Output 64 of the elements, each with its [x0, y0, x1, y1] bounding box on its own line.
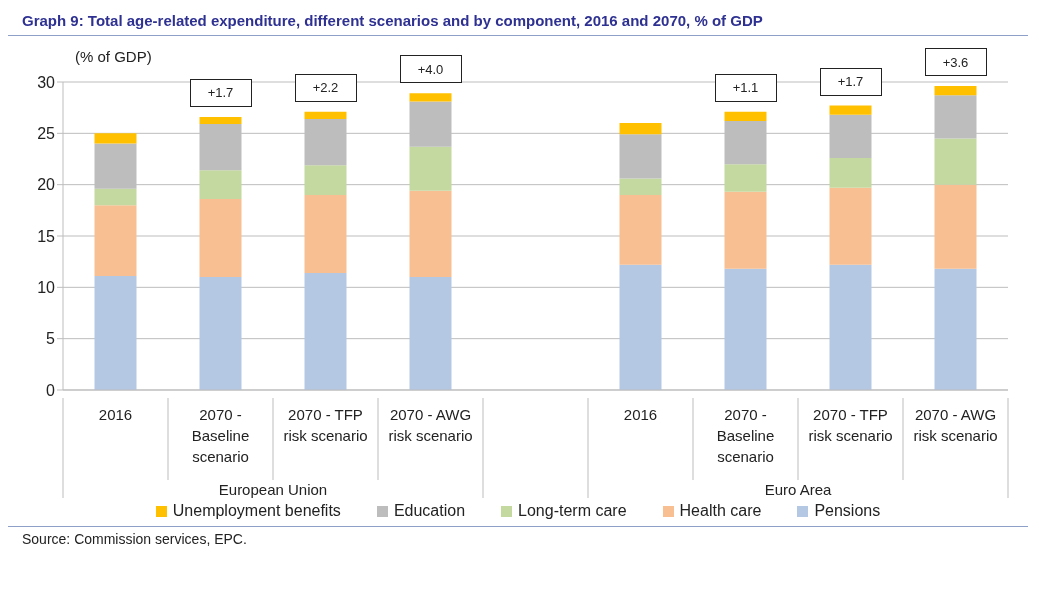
bar	[619, 178, 662, 195]
bar	[619, 264, 662, 390]
bar	[829, 105, 872, 115]
bar	[724, 268, 767, 390]
legend-label: Education	[392, 502, 466, 520]
bar	[829, 157, 872, 188]
x-tick-label: 2070 - Baseline scenario	[716, 406, 775, 465]
text: Euro Area	[764, 481, 833, 498]
y-tick-label: 10	[37, 279, 56, 297]
bar	[619, 123, 662, 135]
y-tick-label: 0	[46, 381, 56, 399]
bar	[829, 264, 872, 390]
x-tick-label: 2070 - TFP risk scenario	[808, 406, 893, 444]
bar	[724, 164, 767, 192]
legend-label: Health care	[678, 502, 762, 520]
bar	[934, 184, 977, 269]
bar	[724, 191, 767, 269]
y-axis-title: (% of GDP)	[75, 48, 152, 65]
x-tick-label: 2070 - Baseline scenario	[191, 406, 250, 465]
y-tick-label: 30	[37, 73, 56, 91]
bar	[199, 199, 242, 278]
bar	[409, 277, 452, 390]
bar	[409, 146, 452, 191]
bar	[934, 138, 977, 185]
y-tick-label: 20	[37, 176, 56, 194]
bar	[304, 111, 347, 119]
y-tick-label: 5	[46, 330, 56, 348]
bar	[934, 86, 977, 96]
legend-label: Pensions	[813, 502, 881, 520]
bar	[619, 194, 662, 265]
x-tick-label: 2070 - TFP risk scenario	[283, 406, 368, 444]
bar	[724, 111, 767, 122]
y-tick-label: 25	[37, 125, 56, 143]
bar	[409, 93, 452, 102]
bar	[199, 170, 242, 200]
label-box: +3.6	[924, 48, 987, 77]
bar	[619, 134, 662, 179]
bar	[409, 190, 452, 278]
label-box: +2.2	[294, 73, 357, 102]
x-tick-label: 2016	[623, 406, 658, 423]
x-tick-label: 2070 - AWG risk scenario	[913, 406, 998, 444]
text: European Union	[218, 481, 328, 498]
source-note: Source: Commission services, EPC.	[8, 526, 1028, 547]
label-box: +1.7	[189, 78, 252, 107]
legend-label: Long-term care	[517, 502, 627, 520]
bar	[94, 188, 137, 206]
x-tick-label: 2016	[98, 406, 133, 423]
x-tick-label: 2070 - AWG risk scenario	[388, 406, 473, 444]
bar	[199, 277, 242, 390]
label-box: +4.0	[399, 55, 462, 84]
label-box: +1.7	[819, 67, 882, 96]
y-tick-label: 15	[37, 227, 56, 245]
bar	[94, 276, 137, 390]
chart-title: Graph 9: Total age-related expenditure, different scenarios and by component, 2016 and 2070, % of GDP	[8, 8, 1028, 36]
bar	[94, 133, 137, 144]
bar	[934, 268, 977, 390]
label-box: +1.1	[714, 73, 777, 102]
bar	[199, 116, 242, 125]
bar	[94, 205, 137, 277]
bar	[829, 187, 872, 265]
bar	[304, 194, 347, 273]
bar	[304, 272, 347, 390]
bar	[304, 165, 347, 195]
legend-label: Unemployment benefits	[171, 502, 341, 520]
